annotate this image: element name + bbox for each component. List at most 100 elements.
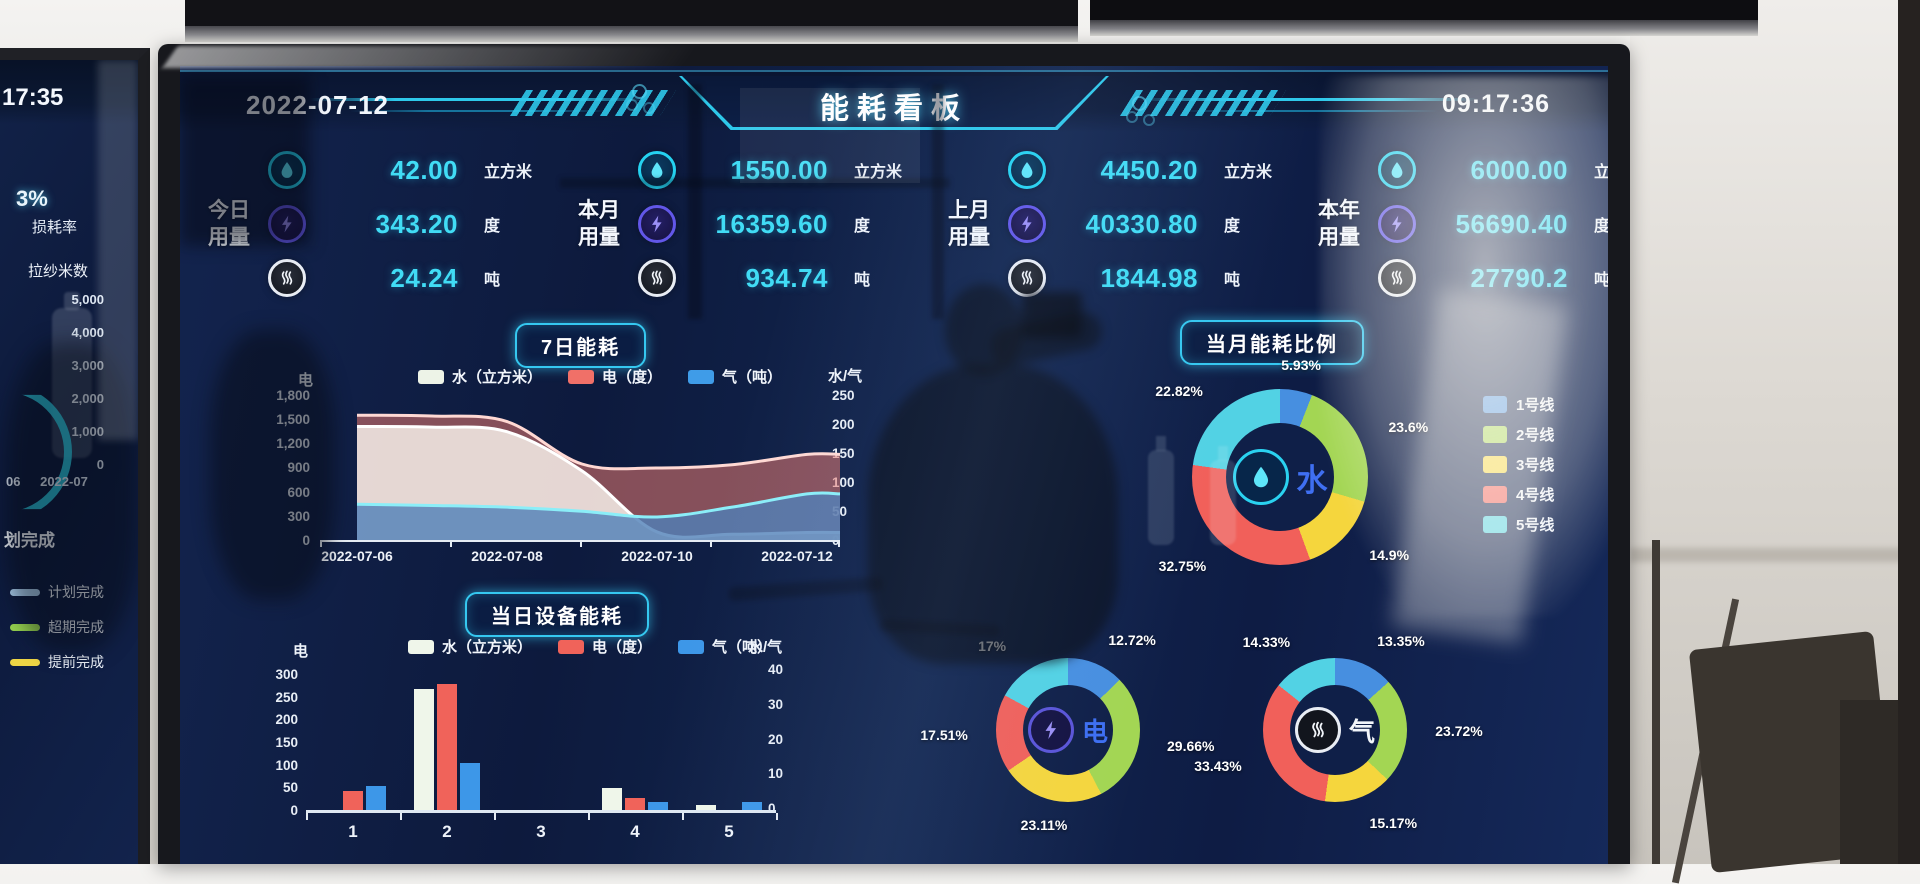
- bubble-decor: [1132, 96, 1147, 111]
- legend-swatch: [10, 659, 40, 666]
- bar-电（度）: [625, 798, 645, 810]
- bar-气（吨）: [460, 763, 480, 810]
- kpi-unit: 度: [458, 212, 570, 236]
- gas-icon: [268, 259, 306, 297]
- donut-slice-label: 17.51%: [920, 727, 967, 743]
- gas-icon: [638, 259, 676, 297]
- donut-slice-label: 14.33%: [1243, 634, 1290, 650]
- donut-center-label: 电: [1082, 712, 1108, 749]
- axis-tickmark: [450, 540, 452, 547]
- device-panel-title: 当日设备能耗: [465, 592, 649, 637]
- upper-monitor-left-bezel: [185, 26, 1078, 42]
- donut-slice-label: 23.72%: [1435, 723, 1482, 739]
- upper-monitor-right-bezel: [1090, 20, 1758, 36]
- kpi-unit: 立方米: [458, 158, 570, 182]
- window-pane-reflection: [740, 88, 920, 183]
- kpi-unit: 吨: [458, 266, 570, 290]
- dark-object: [1840, 700, 1902, 864]
- water-drop-icon: [1233, 449, 1289, 505]
- legend-item: 提前完成: [10, 652, 104, 672]
- lightning-icon: [638, 205, 676, 243]
- category-label: 5: [724, 822, 733, 842]
- gas-donut-chart: 气 13.35%23.72%15.17%33.43%14.33%: [1263, 658, 1407, 802]
- kpi-period-label: 上月用量: [940, 197, 998, 251]
- device-legend: 水（立方米） 电（度） 气（吨）: [408, 636, 772, 657]
- bar-水（立方米）: [414, 689, 434, 811]
- right-axis-title: 水/气: [748, 636, 782, 657]
- bar-电（度）: [437, 684, 457, 810]
- kpi-value: 343.20: [306, 209, 458, 240]
- kpi-value: 42.00: [306, 155, 458, 186]
- seven-day-area-chart: [320, 396, 840, 542]
- axis-tick: 250: [275, 690, 298, 705]
- bar-气（吨）: [742, 802, 762, 810]
- legend-label: 提前完成: [48, 652, 104, 672]
- kpi-value: 4450.20: [1046, 155, 1198, 186]
- yarn-meters-title: 拉纱米数: [28, 260, 88, 281]
- gas-icon: [1295, 707, 1341, 753]
- legend-label: 水（立方米）: [442, 636, 532, 657]
- bottle-reflection: [1148, 450, 1174, 545]
- lightning-icon: [1008, 205, 1046, 243]
- axis-tickmark: [588, 813, 590, 820]
- category-label: 2: [442, 822, 451, 842]
- kpi-unit: 立方米: [1198, 158, 1310, 182]
- legend-label: 水（立方米）: [452, 366, 542, 387]
- legend-swatch: [568, 370, 594, 384]
- bar-气（吨）: [648, 802, 668, 810]
- kpi-value: 24.24: [306, 263, 458, 294]
- axis-tickmark: [400, 813, 402, 820]
- legend-item: 水（立方米）: [418, 366, 542, 387]
- window-frame-reflection: [688, 84, 702, 319]
- kpi-value: 40330.80: [1046, 209, 1198, 240]
- donut-center: 气: [1263, 658, 1407, 802]
- x-tick-label: 2022-07-06: [321, 548, 393, 564]
- kpi-item-water: 42.00 立方米: [268, 145, 570, 195]
- x-tick-label: 2022-07-08: [471, 548, 543, 564]
- axis-tickmark: [710, 540, 712, 547]
- donut-slice-label: 29.66%: [1167, 738, 1214, 754]
- bubble-decor: [632, 84, 647, 99]
- bottle-reflection: [1210, 460, 1236, 545]
- axis-tick: 0: [290, 803, 298, 818]
- axis-tick: 300: [275, 667, 298, 682]
- legend-swatch: [408, 640, 434, 654]
- reflection: [180, 76, 310, 246]
- glare: [98, 60, 138, 440]
- upper-monitor-left: [185, 0, 1078, 26]
- legend-label: 电（度）: [602, 366, 662, 387]
- donut-slice-label: 23.11%: [1021, 817, 1068, 833]
- donut-slice-label: 13.35%: [1377, 633, 1424, 649]
- donut-slice-label: 5.93%: [1281, 357, 1321, 373]
- loss-rate-label: 损耗率: [32, 216, 77, 237]
- kpi-unit: 度: [828, 212, 940, 236]
- seven-day-legend: 水（立方米） 电（度） 气（吨）: [418, 366, 782, 387]
- legend-swatch: [688, 370, 714, 384]
- loss-rate-value: 3%: [16, 186, 48, 212]
- kpi-item-gas: 24.24 吨: [268, 253, 570, 303]
- axis-tick: 100: [275, 758, 298, 773]
- torso: [868, 364, 1118, 664]
- kpi-item-electric: 343.20 度: [268, 199, 570, 249]
- wall-shadow: [1630, 548, 1920, 562]
- legend-item: 电（度）: [568, 366, 662, 387]
- device-bar-chart: [306, 675, 776, 813]
- legend-item: 气（吨）: [688, 366, 782, 387]
- donut-slice-label: 22.82%: [1155, 383, 1202, 399]
- kpi-item-electric: 16359.60 度: [638, 199, 940, 249]
- donut-slice-label: 33.43%: [1194, 758, 1241, 774]
- donut-center-label: 气: [1349, 712, 1375, 749]
- legend-swatch: [558, 640, 584, 654]
- bar-水（立方米）: [602, 788, 622, 810]
- category-label: 4: [630, 822, 639, 842]
- category-label: 1: [348, 822, 357, 842]
- kpi-unit: 吨: [1198, 266, 1310, 290]
- bar-气（吨）: [366, 786, 386, 810]
- x-tick-label: 2022-07-12: [761, 548, 833, 564]
- legend-item: 电（度）: [558, 636, 652, 657]
- axis-tickmark: [580, 540, 582, 547]
- energy-dashboard: 2022-07-12 能耗看板 09:17:36 今日用量 42.00 立方米 …: [180, 66, 1608, 864]
- donut-slice-label: 15.17%: [1370, 815, 1417, 831]
